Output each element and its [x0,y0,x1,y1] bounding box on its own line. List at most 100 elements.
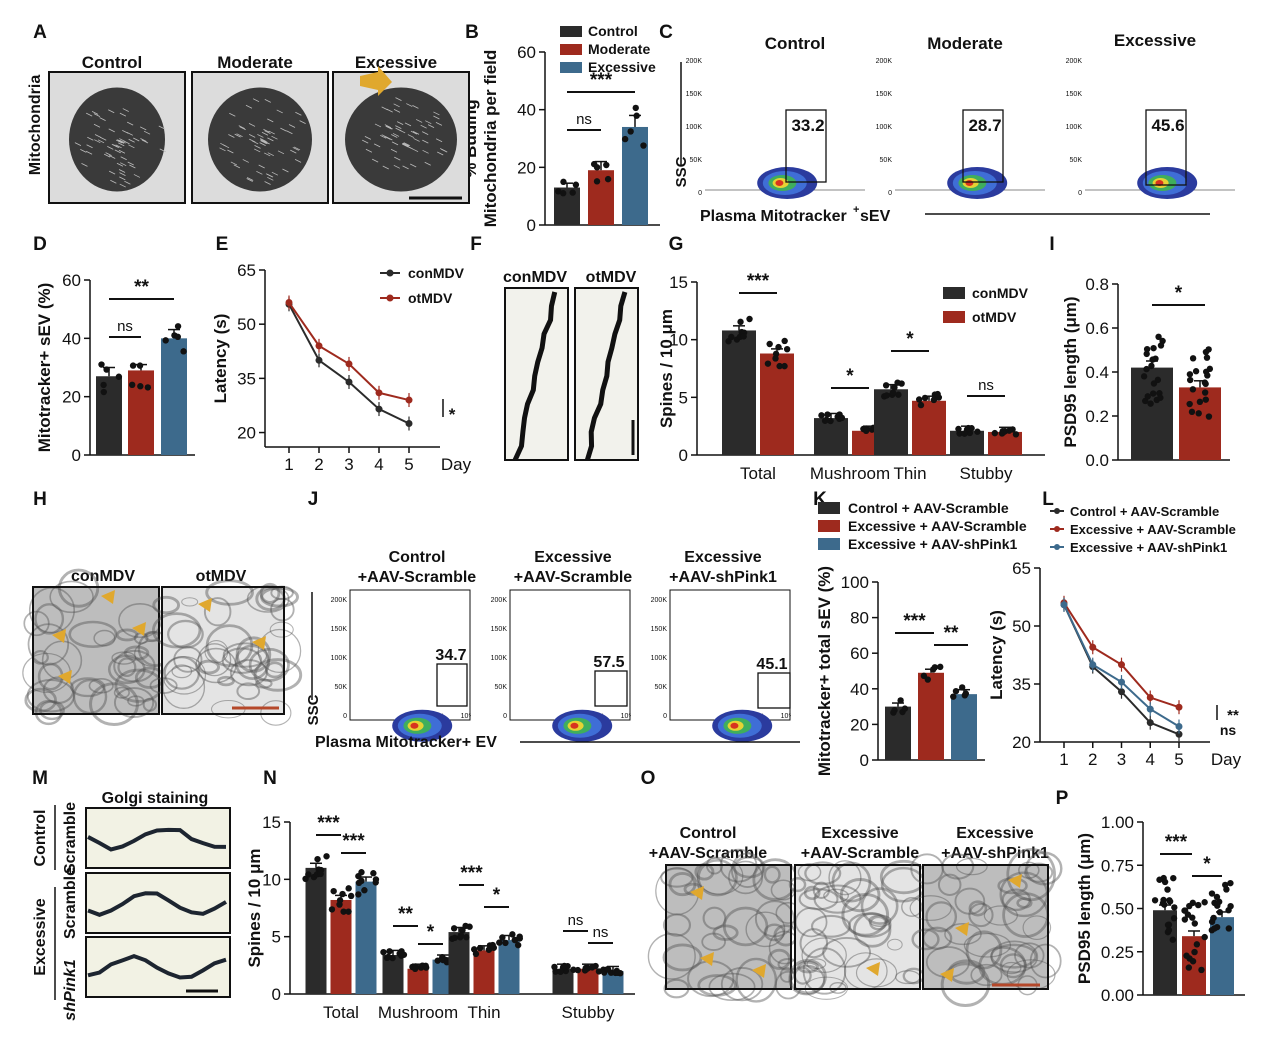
panel-h-em-right-membrane [255,678,273,689]
panel-j-plot-2-gate [757,672,791,709]
panel-a-cristae [412,104,419,109]
chart-p-dot [1191,948,1198,956]
panel-o-em-2-membrane [911,928,940,951]
chart-n-dot [496,939,503,946]
panel-o-em-1-membrane [822,937,872,968]
chart-l-y-label: Latency (s) [987,610,1006,700]
chart-k-y-tick-label: 100 [841,573,869,592]
panel-a-cristae [94,134,102,138]
chart-n-y-tick-label: 10 [262,870,281,889]
panel-h-title: otMDV [196,568,247,585]
panel-c-y-tick-label: 200K [686,58,703,65]
panel-o-title: Excessive [821,825,899,842]
panel-o-arrowhead [690,886,704,900]
panel-a-cristae [373,143,381,148]
panel-h-em-right-membrane [197,643,232,677]
panel-a-cristae [86,144,93,149]
panel-j-title: Excessive [534,549,612,566]
chart-l-y-tick-label: 20 [1012,733,1031,752]
chart-g-dot [783,345,791,353]
chart-l-sig-label: ** [1227,707,1239,724]
panel-o-em-0-membrane [722,906,769,947]
chart-p-dot [1166,898,1174,905]
chart-n-dot [502,939,509,947]
chart-n-dot [514,941,522,949]
panel-a-cristae [254,145,261,149]
chart-p-dot [1201,933,1208,941]
panel-j-title: Control [389,549,446,566]
panel-j-y-tick-label: 50K [655,684,668,691]
chart-i-bar-1 [1179,387,1221,460]
panel-a-cristae [415,119,423,123]
panel-o-em-2-membrane [965,930,1003,970]
chart-e-x-tick-label: 3 [344,455,353,474]
panel-a-cristae [120,156,127,161]
panel-o-em-0-frame [665,864,792,990]
chart-d-y-tick-label: 60 [62,271,81,290]
chart-d-dot [128,381,136,389]
chart-n-dot [457,932,465,939]
chart-d-dot [115,373,123,380]
panel-a-cristae [386,125,393,130]
chart-k-y-tick-label: 0 [860,751,869,770]
panel-a-cristae [422,131,429,136]
panel-a-budding-arrow [360,66,392,96]
panel-o-em-0-membrane [668,872,697,897]
panel-a-cristae [248,134,256,138]
chart-g-x-tick-label: Stubby [960,464,1013,483]
chart-l-legend-label: Excessive + AAV-Scramble [1070,522,1236,537]
chart-k-dot [952,687,960,695]
panel-h-em-left-membrane [117,657,137,678]
panel-a-cristae [264,99,271,103]
panel-h-em-left-membrane [115,628,139,642]
chart-i-dot [1201,389,1209,396]
chart-g-dot [823,416,830,424]
chart-b-y-tick-label: 20 [517,158,536,177]
chart-k-dot [924,676,931,683]
panel-a-cristae [362,139,369,144]
panel-o-subtitle: +AAV-Scramble [649,845,768,862]
panel-h-em-right-membrane [181,597,199,607]
chart-n-dot [355,879,363,887]
panel-j-y-tick-label: 50K [495,684,508,691]
panel-a-cristae [267,118,274,123]
chart-n-bar [448,932,470,994]
chart-l-legend-marker [1054,526,1060,532]
panel-f-dendrite [584,291,628,461]
chart-p-dot [1191,920,1198,927]
chart-n-dot [509,931,516,938]
chart-p-dot [1189,899,1197,907]
chart-d-y-label: Mitotracker+ sEV (%) [35,283,54,453]
chart-k-legend-swatch [818,538,840,550]
chart-k-dot [950,693,957,700]
chart-g-y-tick-label: 15 [669,273,688,292]
chart-n-dot [422,962,429,970]
panel-a-cristae [422,139,429,144]
panel-o-em-2-membrane [940,962,991,1007]
panel-letter-h: H [33,489,47,510]
panel-o-em-2-membrane [963,932,1012,958]
panel-a-cristae [276,109,283,114]
panel-f-dendrite [512,291,558,462]
chart-g-legend-label: otMDV [972,309,1017,325]
panel-a-cristae [119,112,127,117]
chart-g-dot [781,337,788,345]
chart-b-y-tick-label: 40 [517,101,536,120]
panel-o-em-2-membrane [1016,897,1033,909]
chart-i-y-tick-label: 0.8 [1085,275,1109,294]
chart-g-dot [915,396,923,403]
chart-i-y-tick-label: 0.0 [1085,451,1109,470]
panel-h-em-right-membrane [167,619,204,649]
chart-k-legend-label: Excessive + AAV-shPink1 [848,536,1017,552]
panel-a-cristae [290,149,297,154]
chart-n-x-tick-label: Stubby [562,1003,615,1022]
chart-i-dot [1196,398,1204,406]
panel-o-em-1-membrane [860,887,899,925]
panel-o-em-2-membrane [1018,861,1040,879]
chart-b-y-tick-label: 0 [527,216,536,235]
chart-e-y-label: Latency (s) [211,314,230,404]
chart-b-legend-label: Excessive [588,59,656,75]
panel-letter-f: F [470,234,482,255]
panel-a-cristae [127,161,134,166]
panel-a-cristae [110,179,117,184]
